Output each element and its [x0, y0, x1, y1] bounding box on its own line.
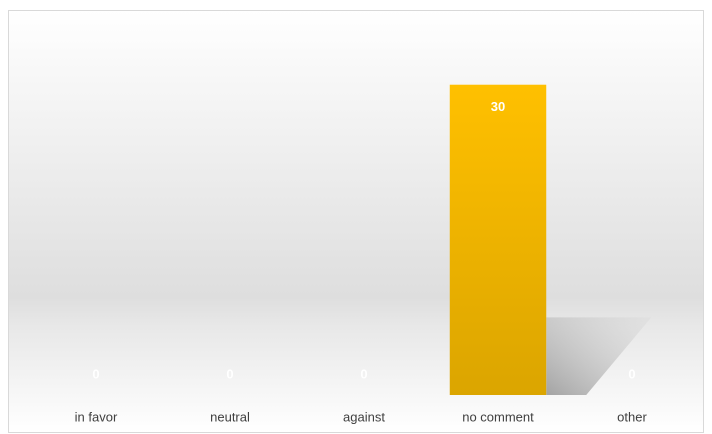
x-tick-label: other	[617, 409, 647, 424]
bar	[449, 84, 547, 395]
x-tick-label: in favor	[75, 409, 118, 424]
data-label: 30	[491, 99, 505, 114]
x-tick-label: against	[343, 409, 385, 424]
x-tick-label: no comment	[462, 409, 534, 424]
x-tick-label: neutral	[210, 409, 250, 424]
data-label: 0	[628, 366, 635, 381]
data-label: 0	[226, 366, 233, 381]
bar-shadow	[546, 317, 652, 395]
data-label: 0	[360, 366, 367, 381]
data-label: 0	[92, 366, 99, 381]
